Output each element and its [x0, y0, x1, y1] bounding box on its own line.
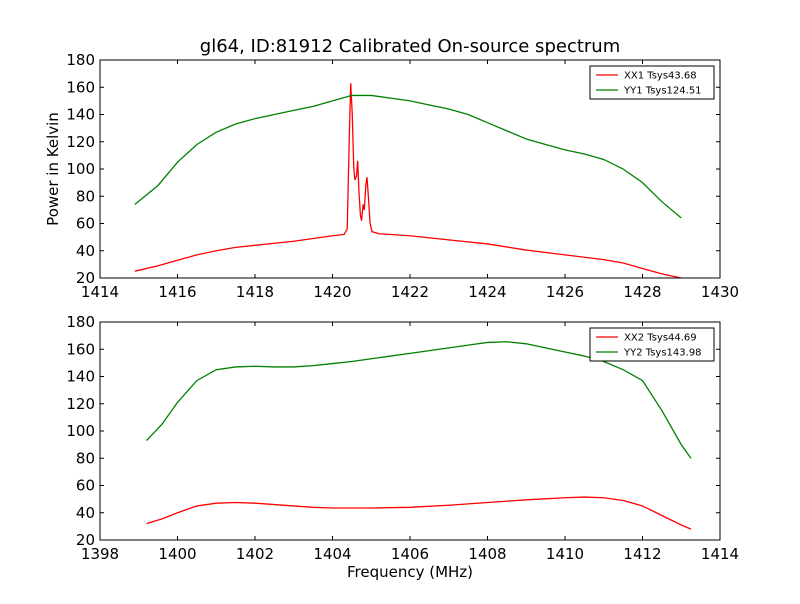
- x-tick-label: 1422: [391, 283, 429, 301]
- x-tick-label: 1428: [623, 283, 661, 301]
- y-tick-label: 160: [66, 340, 95, 358]
- y-tick-label: 20: [76, 531, 95, 549]
- legend-box: [589, 327, 715, 362]
- x-tick-label: 1400: [158, 545, 196, 563]
- x-tick-label: 1398: [81, 545, 119, 563]
- y-tick-label: 140: [66, 106, 95, 124]
- y-axis-label: Power in Kelvin: [44, 112, 62, 226]
- series-line-1: [134, 83, 682, 278]
- y-tick-label: 60: [76, 215, 95, 233]
- x-tick-label: 1404: [313, 545, 351, 563]
- legend-label: XX1 Tsys43.68: [624, 71, 697, 82]
- x-tick-label: 1418: [236, 283, 274, 301]
- y-tick-label: 140: [66, 368, 95, 386]
- y-tick-label: 100: [66, 422, 95, 440]
- y-tick-label: 80: [76, 449, 95, 467]
- x-axis-label: Frequency (MHz): [347, 563, 473, 581]
- x-tick-label: 1414: [701, 545, 739, 563]
- chart-panel-1: 1414 1416 1418 1420 1422 1424 1426 1428 1430 20 40…: [44, 36, 739, 301]
- legend-label: YY2 Tsys143.98: [623, 348, 702, 359]
- y-tick-label: 120: [66, 133, 95, 151]
- series-line-1: [146, 496, 692, 530]
- x-tick-label: 1406: [391, 545, 429, 563]
- y-tick-label: 60: [76, 477, 95, 495]
- y-tick-label: 120: [66, 395, 95, 413]
- chart-title: gl64, ID:81912 Calibrated On-source spec…: [200, 36, 620, 57]
- x-tick-label: 1424: [468, 283, 506, 301]
- legend: XX1 Tsys43.68 YY1 Tsys124.51: [589, 65, 715, 100]
- y-tick-label: 160: [66, 78, 95, 96]
- x-tick-label: 1420: [313, 283, 351, 301]
- y-tick-label: 20: [76, 269, 95, 287]
- x-tick-label: 1402: [236, 545, 274, 563]
- y-tick-label: 40: [76, 504, 95, 522]
- y-tick-label: 40: [76, 242, 95, 260]
- x-tick-label: 1426: [546, 283, 584, 301]
- y-tick-label: 180: [66, 313, 95, 331]
- x-tick-label: 1410: [546, 545, 584, 563]
- y-tick-label: 100: [66, 160, 95, 178]
- y-tick-label: 180: [66, 51, 95, 69]
- legend-label: YY1 Tsys124.51: [623, 86, 702, 97]
- legend: XX2 Tsys44.69 YY2 Tsys143.98: [589, 327, 715, 362]
- legend-label: XX2 Tsys44.69: [624, 333, 697, 344]
- y-tick-label: 80: [76, 187, 95, 205]
- x-tick-label: 1414: [81, 283, 119, 301]
- chart-panel-2: 1398 1400 1402 1404 1406 1408 1410 1412 1414 20 40…: [66, 313, 739, 581]
- series-line-2: [134, 94, 682, 219]
- series-line-2: [146, 341, 692, 459]
- x-tick-label: 1408: [468, 545, 506, 563]
- x-tick-label: 1430: [701, 283, 739, 301]
- x-tick-label: 1412: [623, 545, 661, 563]
- legend-box: [589, 65, 715, 100]
- x-tick-label: 1416: [158, 283, 196, 301]
